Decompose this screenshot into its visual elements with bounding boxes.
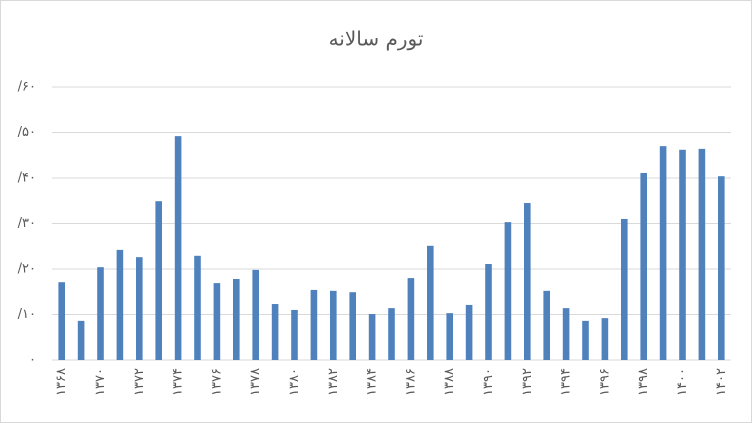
y-tick-label: /۱۰: [18, 307, 36, 322]
bar: [233, 279, 240, 360]
x-tick-label: ۱۳۷۶: [209, 368, 224, 396]
y-tick-label: /۶۰: [18, 80, 36, 95]
x-tick-label: ۱۳۸۶: [403, 368, 418, 396]
bar: [58, 282, 65, 360]
x-tick-label: ۱۳۸۸: [442, 368, 457, 396]
bar: [271, 304, 279, 360]
bar: [77, 320, 85, 360]
x-tick-label: ۱۴۰۰: [675, 368, 690, 396]
bar: [291, 309, 298, 360]
bar: [601, 318, 609, 360]
bar: [330, 290, 337, 360]
x-tick-label: ۱۳۹۶: [597, 368, 612, 396]
bar: [155, 201, 162, 360]
bar: [252, 269, 259, 360]
bar: [97, 267, 104, 360]
y-tick-label: /۴۰: [18, 171, 36, 186]
bar: [194, 255, 201, 360]
bar: [213, 283, 221, 360]
bar: [485, 263, 492, 360]
x-tick-label: ۱۳۸۰: [287, 368, 302, 396]
bar: [388, 308, 395, 360]
y-tick-label: ۰: [29, 353, 36, 368]
x-tick-label: ۱۳۸۴: [365, 368, 380, 396]
x-tick-label: ۱۳۷۸: [248, 368, 263, 396]
bar: [116, 249, 124, 360]
x-tick-label: ۱۳۹۲: [520, 368, 535, 396]
bar: [446, 313, 453, 360]
bar: [136, 257, 143, 360]
y-tick-label: /۵۰: [18, 125, 36, 140]
bar: [407, 278, 415, 360]
x-tick-label: ۱۳۷۴: [171, 368, 186, 396]
bar: [368, 314, 376, 360]
bar: [174, 136, 182, 360]
bar: [640, 172, 647, 360]
bar: [698, 148, 706, 360]
x-tick-label: ۱۴۰۲: [714, 368, 729, 396]
bar: [718, 176, 725, 360]
chart-title: تورم سالانه: [329, 27, 424, 51]
bar: [543, 290, 550, 360]
x-tick-label: ۱۳۷۲: [132, 368, 147, 396]
bar: [349, 292, 356, 360]
bar: [621, 218, 628, 360]
x-tick-label: ۱۳۹۴: [559, 368, 574, 396]
x-tick-label: ۱۳۸۲: [326, 368, 341, 396]
bar: [427, 245, 434, 360]
bar: [524, 203, 531, 360]
bar: [582, 320, 589, 360]
bar: [465, 304, 473, 360]
bar: [659, 146, 667, 360]
y-tick-label: /۲۰: [18, 262, 36, 277]
bar: [679, 149, 686, 360]
x-tick-label: ۱۳۹۰: [481, 368, 496, 396]
bar: [310, 289, 318, 360]
y-tick-label: /۳۰: [18, 216, 36, 231]
bar: [562, 308, 570, 360]
bar: [504, 222, 512, 360]
x-tick-label: ۱۳۷۰: [93, 368, 108, 396]
x-tick-label: ۱۳۶۸: [54, 368, 69, 396]
x-tick-label: ۱۳۹۸: [636, 368, 651, 396]
